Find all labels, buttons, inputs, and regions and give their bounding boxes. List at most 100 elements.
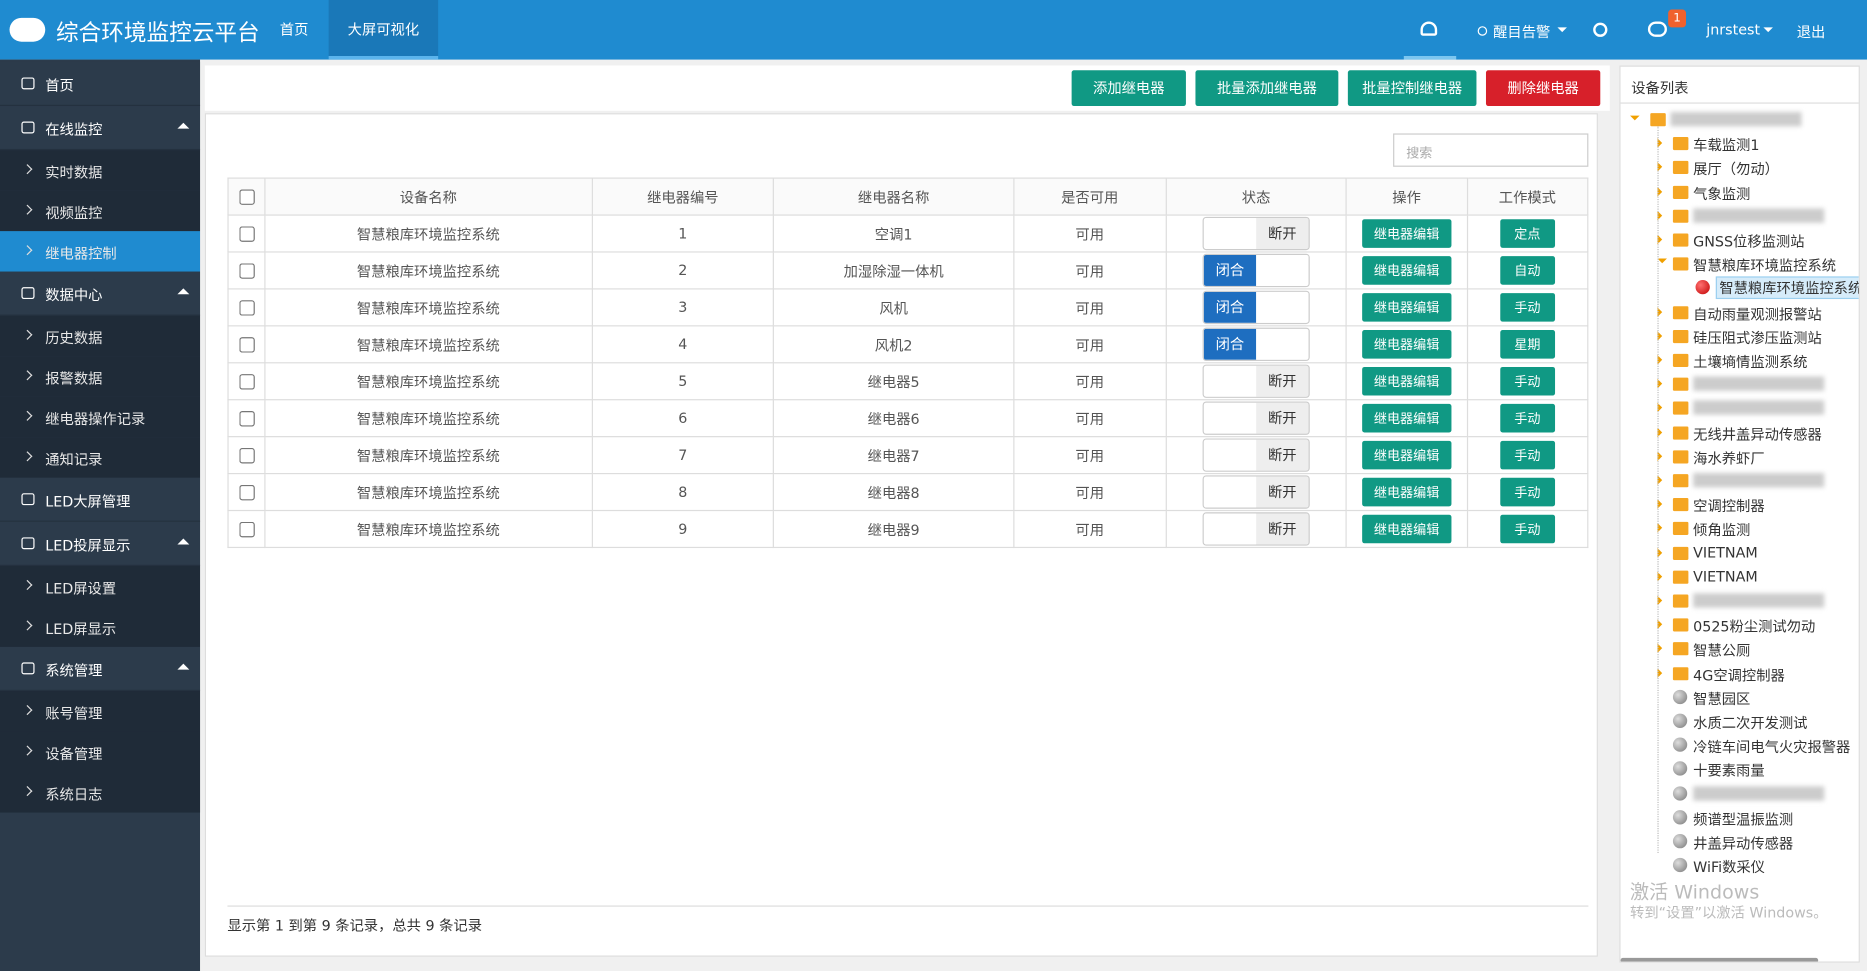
edit-button[interactable]: 继电器编辑 — [1361, 403, 1452, 433]
checkbox[interactable] — [239, 447, 255, 463]
menu-item[interactable]: LED大屏管理 — [0, 477, 201, 522]
tree-node[interactable]: VIETNAM — [1653, 564, 1859, 588]
tree-node[interactable]: VIETNAM — [1653, 540, 1859, 564]
menu-item[interactable]: 在线监控 — [0, 106, 201, 151]
menu-item[interactable]: 数据中心 — [0, 271, 201, 316]
tree-node[interactable] — [1653, 203, 1859, 227]
tree-node[interactable]: 井盖异动传感器 — [1653, 829, 1859, 853]
edit-button[interactable]: 继电器编辑 — [1361, 514, 1452, 544]
submenu-item[interactable]: 账号管理 — [0, 691, 201, 732]
submenu-item[interactable]: 系统日志 — [0, 772, 201, 813]
mode-button[interactable]: 手动 — [1499, 440, 1555, 470]
edit-button[interactable]: 继电器编辑 — [1361, 330, 1452, 359]
tree-node[interactable]: 水质二次开发测试 — [1653, 709, 1859, 733]
state-toggle[interactable]: 断开 — [1202, 438, 1310, 472]
edit-button[interactable]: 继电器编辑 — [1361, 477, 1452, 507]
checkbox[interactable] — [239, 373, 255, 389]
state-toggle[interactable]: 断开 — [1202, 364, 1310, 398]
tree-node[interactable]: 自动雨量观测报警站 — [1653, 300, 1859, 324]
tree-node[interactable]: 硅压阻式渗压监测站 — [1653, 324, 1859, 348]
mute-icon[interactable] — [1593, 22, 1608, 37]
tree-node[interactable]: 冷链车间电气火灾报警器 — [1653, 733, 1859, 757]
submenu-item[interactable]: LED屏显示 — [0, 606, 201, 647]
tree-node[interactable]: 智慧园区 — [1653, 685, 1859, 709]
submenu-item[interactable]: 设备管理 — [0, 731, 201, 773]
tree-node[interactable]: 十要素雨量 — [1653, 757, 1859, 781]
edit-button[interactable]: 继电器编辑 — [1361, 219, 1452, 248]
toolbar-button[interactable]: 批量添加继电器 — [1195, 70, 1339, 107]
tree-node[interactable] — [1653, 396, 1859, 420]
state-toggle[interactable]: 断开 — [1202, 401, 1310, 435]
nav-item[interactable]: 大屏可视化 — [328, 0, 439, 60]
tree-node[interactable] — [1630, 107, 1859, 131]
state-toggle[interactable]: 断开 — [1202, 475, 1310, 509]
tree-node[interactable]: GNSS位移监测站 — [1653, 228, 1859, 252]
submenu-item[interactable]: 报警数据 — [0, 356, 201, 397]
nav-item[interactable]: 首页 — [279, 21, 309, 39]
tree-node[interactable] — [1653, 372, 1859, 396]
mode-button[interactable]: 手动 — [1499, 366, 1555, 396]
checkbox[interactable] — [239, 410, 255, 426]
logout[interactable]: 退出 — [1796, 23, 1826, 41]
checkbox[interactable] — [239, 521, 255, 537]
tree-node[interactable]: 无线井盖异动传感器 — [1653, 420, 1859, 444]
checkbox[interactable] — [239, 299, 255, 316]
tree-node[interactable]: 倾角监测 — [1653, 516, 1859, 540]
menu-item[interactable]: LED投屏显示 — [0, 521, 201, 566]
submenu-item[interactable]: 历史数据 — [0, 315, 201, 357]
checkbox[interactable] — [239, 336, 255, 353]
tree-node[interactable]: 4G空调控制器 — [1653, 661, 1859, 685]
submenu-item[interactable]: LED屏设置 — [0, 565, 201, 607]
tree-node[interactable]: WiFi数采仪 — [1653, 853, 1859, 877]
tree-node[interactable]: 海水养虾厂 — [1653, 444, 1859, 468]
tree-node[interactable]: 智慧公厕 — [1653, 637, 1859, 661]
checkbox[interactable] — [239, 484, 255, 500]
edit-button[interactable]: 继电器编辑 — [1361, 293, 1452, 322]
checkbox[interactable] — [239, 188, 255, 205]
tree-node[interactable]: 气象监测 — [1653, 179, 1859, 203]
message-icon[interactable] — [1647, 21, 1667, 37]
alert-menu[interactable]: 醒目告警 — [1493, 23, 1551, 41]
edit-button[interactable]: 继电器编辑 — [1361, 440, 1452, 470]
tree-node[interactable]: 展厅（勿动） — [1653, 155, 1859, 179]
submenu-item[interactable]: 继电器控制 — [0, 231, 201, 272]
tree-node[interactable] — [1653, 468, 1859, 492]
state-toggle[interactable]: 闭合 — [1202, 253, 1310, 288]
toolbar-button[interactable]: 删除继电器 — [1485, 70, 1601, 107]
tree-node[interactable]: 智慧粮库环境监控系统 — [1675, 276, 1859, 300]
toolbar-button[interactable]: 批量控制继电器 — [1347, 70, 1477, 107]
dashboard-icon[interactable] — [1420, 21, 1438, 36]
menu-item[interactable]: 系统管理 — [0, 646, 201, 692]
tree-node[interactable]: 车载监测1 — [1653, 131, 1859, 155]
submenu-item[interactable]: 实时数据 — [0, 150, 201, 191]
submenu-item[interactable]: 视频监控 — [0, 190, 201, 232]
submenu-item[interactable]: 继电器操作记录 — [0, 396, 201, 438]
checkbox[interactable] — [239, 262, 255, 279]
tree-node[interactable] — [1653, 781, 1859, 805]
tree-node[interactable]: 空调控制器 — [1653, 492, 1859, 516]
mode-button[interactable]: 星期 — [1499, 330, 1555, 359]
mode-button[interactable]: 手动 — [1499, 477, 1555, 507]
state-toggle[interactable]: 闭合 — [1202, 290, 1310, 325]
edit-button[interactable]: 继电器编辑 — [1361, 366, 1452, 396]
menu-item[interactable]: 首页 — [0, 61, 201, 107]
edit-button[interactable]: 继电器编辑 — [1361, 256, 1452, 285]
user-menu[interactable]: jnrstest — [1706, 21, 1761, 39]
tree-node[interactable]: 频谱型温振监测 — [1653, 805, 1859, 829]
mode-button[interactable]: 自动 — [1499, 256, 1555, 285]
mode-button[interactable]: 手动 — [1499, 514, 1555, 544]
search-input[interactable]: 搜索 — [1393, 133, 1589, 167]
tree-node[interactable]: 土壤墒情监测系统 — [1653, 348, 1859, 372]
tree-node[interactable]: 智慧粮库环境监控系统 — [1653, 252, 1859, 276]
mode-button[interactable]: 定点 — [1499, 219, 1555, 248]
tree-node[interactable]: 0525粉尘测试勿动 — [1653, 613, 1859, 637]
mode-button[interactable]: 手动 — [1499, 403, 1555, 433]
submenu-item[interactable]: 通知记录 — [0, 437, 201, 478]
toolbar-button[interactable]: 添加继电器 — [1071, 70, 1186, 107]
state-toggle[interactable]: 闭合 — [1202, 327, 1310, 361]
mode-button[interactable]: 手动 — [1499, 293, 1555, 322]
state-toggle[interactable]: 断开 — [1202, 512, 1310, 546]
checkbox[interactable] — [239, 225, 255, 242]
tree-node[interactable] — [1653, 589, 1859, 613]
state-toggle[interactable]: 断开 — [1202, 216, 1310, 251]
